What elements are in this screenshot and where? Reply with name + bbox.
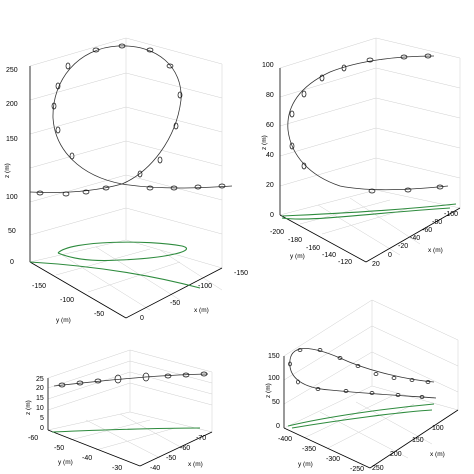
panel-3-ytick: -30 bbox=[112, 465, 122, 472]
panel-4-aircraft-markers bbox=[288, 348, 431, 399]
panel-4-ytick: -300 bbox=[326, 456, 340, 463]
panel-3-grid bbox=[47, 349, 213, 467]
panel-2-ztick: 0 bbox=[270, 212, 274, 219]
panel-4-xlabel: x (m) bbox=[430, 451, 445, 458]
panel-1: 0 50 100 150 200 250 z (m) -150 -100 -50… bbox=[4, 37, 248, 324]
panel-1-trajectory bbox=[29, 45, 233, 193]
panel-2-grid bbox=[279, 37, 461, 263]
panel-2-xlabel: x (m) bbox=[428, 247, 443, 254]
panel-3-xtick: -50 bbox=[166, 455, 176, 462]
panel-3: 0 5 10 15 20 25 z (m) -60 -50 -40 -30 y … bbox=[25, 349, 213, 472]
panel-2-xtick: -100 bbox=[444, 211, 458, 218]
panel-4-ylabel: y (m) bbox=[298, 461, 313, 468]
panel-2-ztick: 80 bbox=[266, 92, 274, 99]
panel-1-xtick: -150 bbox=[234, 270, 248, 277]
panel-2-xtick: -20 bbox=[398, 243, 408, 250]
panel-1-xlabel: x (m) bbox=[194, 307, 209, 314]
panel-4-ytick: -250 bbox=[350, 466, 364, 473]
panel-4: 0 50 100 150 z (m) -400 -350 -300 -250 y… bbox=[265, 299, 459, 473]
panel-2-xtick: 0 bbox=[388, 252, 392, 259]
panel-2-trajectory bbox=[287, 55, 449, 191]
panel-2-ground-track bbox=[281, 203, 457, 220]
panel-1-grid bbox=[29, 37, 223, 319]
panel-1-ztick: 250 bbox=[6, 67, 18, 74]
panel-3-ylabel: y (m) bbox=[58, 459, 73, 466]
panel-2-ylabel: y (m) bbox=[290, 253, 305, 260]
panel-1-ylabel: y (m) bbox=[56, 317, 71, 324]
panel-4-ytick: -400 bbox=[278, 436, 292, 443]
panel-2-ytick: -200 bbox=[270, 229, 284, 236]
panel-1-aircraft-markers bbox=[36, 43, 226, 197]
panel-1-ytick: -100 bbox=[60, 297, 74, 304]
panel-1-xtick: -100 bbox=[198, 283, 212, 290]
panel-3-ground-track bbox=[51, 427, 201, 433]
panel-2-ytick: -160 bbox=[306, 245, 320, 252]
panel-4-xtick: 200 bbox=[390, 451, 402, 458]
panel-2-ztick: 60 bbox=[266, 122, 274, 129]
panel-4-zlabel: z (m) bbox=[265, 383, 272, 398]
panel-2-ytick: -120 bbox=[338, 259, 352, 266]
panel-3-trajectory bbox=[53, 373, 209, 387]
panel-1-ztick: 100 bbox=[6, 194, 18, 201]
panel-4-xtick: 250 bbox=[372, 465, 384, 472]
panel-3-xtick: -70 bbox=[196, 435, 206, 442]
panel-1-ytick: -150 bbox=[32, 283, 46, 290]
panel-4-trajectory bbox=[289, 348, 437, 399]
panel-2-aircraft-markers bbox=[289, 53, 444, 194]
panel-3-ytick: -60 bbox=[28, 435, 38, 442]
panel-3-ytick: -50 bbox=[54, 445, 64, 452]
panel-1-xtick: 0 bbox=[140, 315, 144, 322]
panel-1-zlabel: z (m) bbox=[4, 163, 11, 178]
panel-4-ztick: 0 bbox=[276, 423, 280, 430]
panel-2: 0 20 40 60 80 100 z (m) -200 -180 -160 -… bbox=[261, 37, 461, 268]
panel-3-ztick: 5 bbox=[40, 415, 44, 422]
panel-3-ztick: 20 bbox=[36, 385, 44, 392]
panel-2-ytick: -180 bbox=[288, 237, 302, 244]
panel-3-ztick: 25 bbox=[36, 376, 44, 383]
panel-1-ztick: 50 bbox=[8, 228, 16, 235]
panel-3-xlabel: x (m) bbox=[188, 461, 203, 468]
panel-3-xtick: -60 bbox=[180, 445, 190, 452]
panel-3-ytick: -40 bbox=[82, 455, 92, 462]
panel-3-zlabel: z (m) bbox=[25, 400, 32, 415]
panel-4-ytick: -350 bbox=[302, 446, 316, 453]
panel-4-grid bbox=[283, 299, 459, 469]
panel-1-xtick: -50 bbox=[170, 300, 180, 307]
panel-4-ztick: 150 bbox=[268, 353, 280, 360]
panel-2-xtick: -80 bbox=[432, 219, 442, 226]
panel-2-xtick: -60 bbox=[422, 227, 432, 234]
panel-1-ztick: 0 bbox=[10, 259, 14, 266]
panel-3-xtick: -40 bbox=[150, 465, 160, 472]
panel-3-ztick: 0 bbox=[40, 425, 44, 432]
panel-2-xtick: -40 bbox=[410, 235, 420, 242]
panel-1-ztick: 150 bbox=[6, 136, 18, 143]
panel-2-xtick: 20 bbox=[372, 261, 380, 268]
panel-4-ztick: 50 bbox=[272, 399, 280, 406]
panel-1-ytick: -50 bbox=[94, 311, 104, 318]
panel-4-xtick: 100 bbox=[432, 425, 444, 432]
panel-3-ztick: 10 bbox=[36, 405, 44, 412]
panel-3-aircraft-markers bbox=[58, 371, 208, 388]
panel-3-ztick: 15 bbox=[36, 395, 44, 402]
panel-4-ztick: 100 bbox=[268, 375, 280, 382]
panel-1-ztick: 200 bbox=[6, 101, 18, 108]
panel-2-ytick: -140 bbox=[322, 252, 336, 259]
panel-2-ztick: 100 bbox=[262, 62, 274, 69]
panel-2-ztick: 40 bbox=[266, 152, 274, 159]
panel-2-zlabel: z (m) bbox=[261, 135, 268, 150]
panel-1-ground-track bbox=[29, 241, 201, 289]
panel-4-xtick: 150 bbox=[412, 437, 424, 444]
panel-4-ground-track bbox=[287, 403, 435, 429]
panel-2-ztick: 20 bbox=[266, 182, 274, 189]
